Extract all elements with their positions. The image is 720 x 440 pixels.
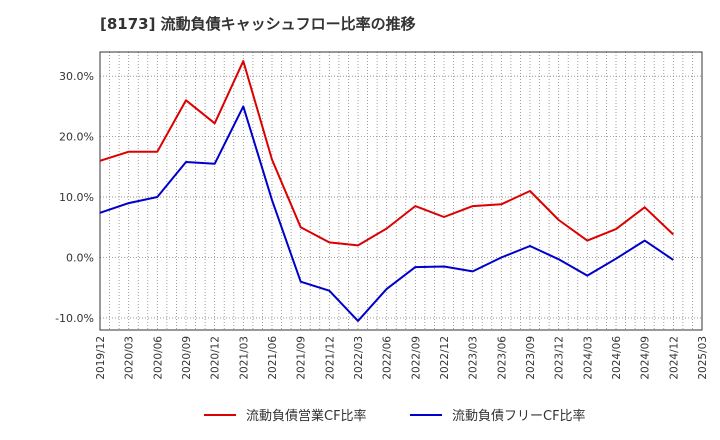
x-tick-label: 2022/12 (439, 336, 451, 380)
legend: 流動負債営業CF比率 流動負債フリーCF比率 (204, 408, 586, 424)
x-tick-label: 2023/03 (468, 336, 480, 380)
series-line-1 (99, 60, 674, 247)
x-tick-label: 2023/06 (496, 336, 508, 380)
x-tick-label: 2022/09 (410, 336, 422, 380)
x-tick-label: 2019/12 (95, 336, 107, 380)
x-tick-label: 2023/12 (554, 336, 566, 380)
x-tick-label: 2025/03 (697, 336, 709, 380)
y-tick-label: -10.0% (55, 312, 94, 325)
x-tick-label: 2022/06 (382, 336, 394, 380)
legend-label-2: 流動負債フリーCF比率 (452, 408, 586, 424)
y-tick-label: 10.0% (59, 191, 94, 204)
x-tick-label: 2024/06 (611, 336, 623, 380)
x-tick-label: 2020/06 (152, 336, 164, 380)
x-tick-label: 2021/12 (324, 336, 336, 380)
x-tick-label: 2021/09 (296, 336, 308, 380)
axis-labels: -10.0% 0.0% 10.0% 20.0% 30.0% 2019/12 2020/03 2… (55, 70, 709, 379)
y-tick-label: 20.0% (59, 131, 94, 144)
x-tick-label: 2020/12 (210, 336, 222, 380)
y-tick-label: 30.0% (59, 70, 94, 83)
x-tick-label: 2024/12 (668, 336, 680, 380)
x-tick-label: 2024/03 (582, 336, 594, 380)
plot-frame (99, 51, 703, 331)
x-tick-label: 2023/09 (525, 336, 537, 380)
chart-title: [8173] 流動負債キャッシュフロー比率の推移 (100, 15, 416, 33)
x-tick-label: 2020/03 (124, 336, 136, 380)
series-lines (99, 60, 674, 322)
x-tick-label: 2021/03 (238, 336, 250, 380)
y-tick-label: 0.0% (66, 251, 94, 264)
x-tick-label: 2024/09 (640, 336, 652, 380)
x-tick-label: 2022/03 (353, 336, 365, 380)
legend-label-1: 流動負債営業CF比率 (246, 408, 367, 424)
series-line-2 (99, 105, 674, 322)
grid (100, 52, 702, 330)
x-tick-label: 2021/06 (267, 336, 279, 380)
x-tick-label: 2020/09 (181, 336, 193, 380)
